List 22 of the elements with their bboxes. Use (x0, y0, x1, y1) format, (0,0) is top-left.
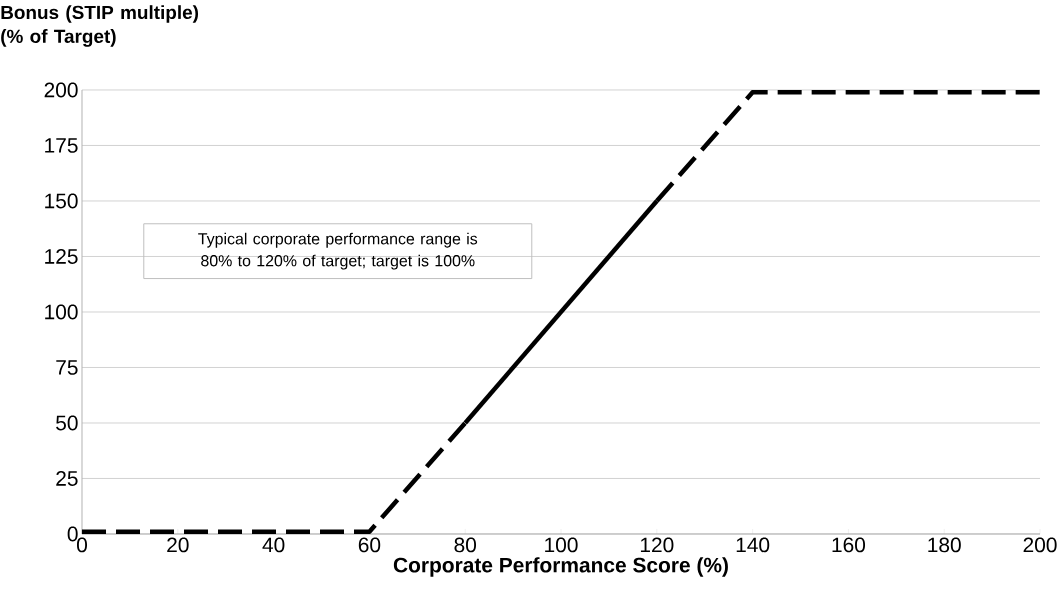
y-tick-label: 25 (56, 471, 78, 486)
x-tick-label: 140 (736, 537, 770, 553)
y-tick-label: 150 (45, 193, 78, 209)
y-tick-label: 100 (45, 304, 78, 320)
x-tick-label: 180 (928, 537, 961, 553)
x-tick-label: 20 (167, 537, 189, 553)
y-tick-label: 0 (67, 526, 78, 542)
y-tick-label: 125 (45, 249, 78, 264)
y-tick-label: 50 (56, 415, 78, 431)
y-tick-label: 200 (44, 82, 78, 98)
x-tick-label: 120 (640, 537, 674, 553)
x-axis-title: Corporate Performance Score (%) (393, 557, 728, 577)
x-tick-label: 160 (832, 537, 866, 553)
y-axis-title: Bonus (STIP multiple) (% of Target) (1, 5, 199, 47)
x-tick-label: 100 (545, 537, 578, 553)
annotation: Typical corporate performance range is 80% to 120% of target; target is 100% (198, 232, 478, 270)
x-tick-label: 200 (1023, 537, 1057, 553)
x-tick-label: 60 (358, 537, 381, 553)
y-tick-label: 75 (56, 360, 78, 375)
y-tick-label: 175 (45, 138, 78, 153)
x-tick-label: 40 (262, 537, 285, 553)
x-tick-label: 80 (454, 537, 477, 553)
